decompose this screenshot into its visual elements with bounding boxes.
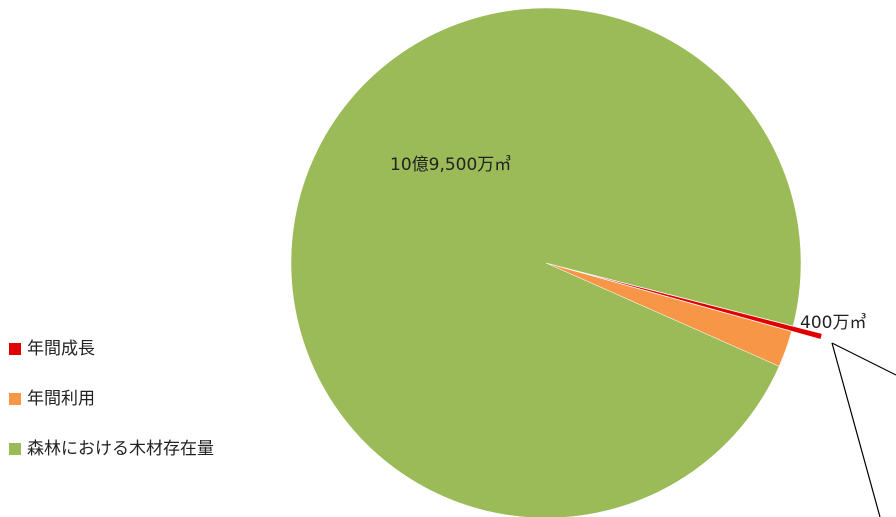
legend-label: 森林における木材存在量 xyxy=(27,439,214,459)
connector-line xyxy=(831,342,896,376)
pie-slice xyxy=(574,270,823,340)
legend-swatch xyxy=(9,393,21,405)
legend-swatch xyxy=(9,343,21,355)
legend-label: 年間利用 xyxy=(27,389,95,409)
connector-line xyxy=(831,342,881,517)
legend-label: 年間成長 xyxy=(27,339,95,359)
legend-swatch xyxy=(9,443,21,455)
data-label: 400万㎥ xyxy=(800,313,866,333)
data-label: 10億9,500万㎥ xyxy=(390,155,511,175)
pie-slice xyxy=(290,7,802,517)
